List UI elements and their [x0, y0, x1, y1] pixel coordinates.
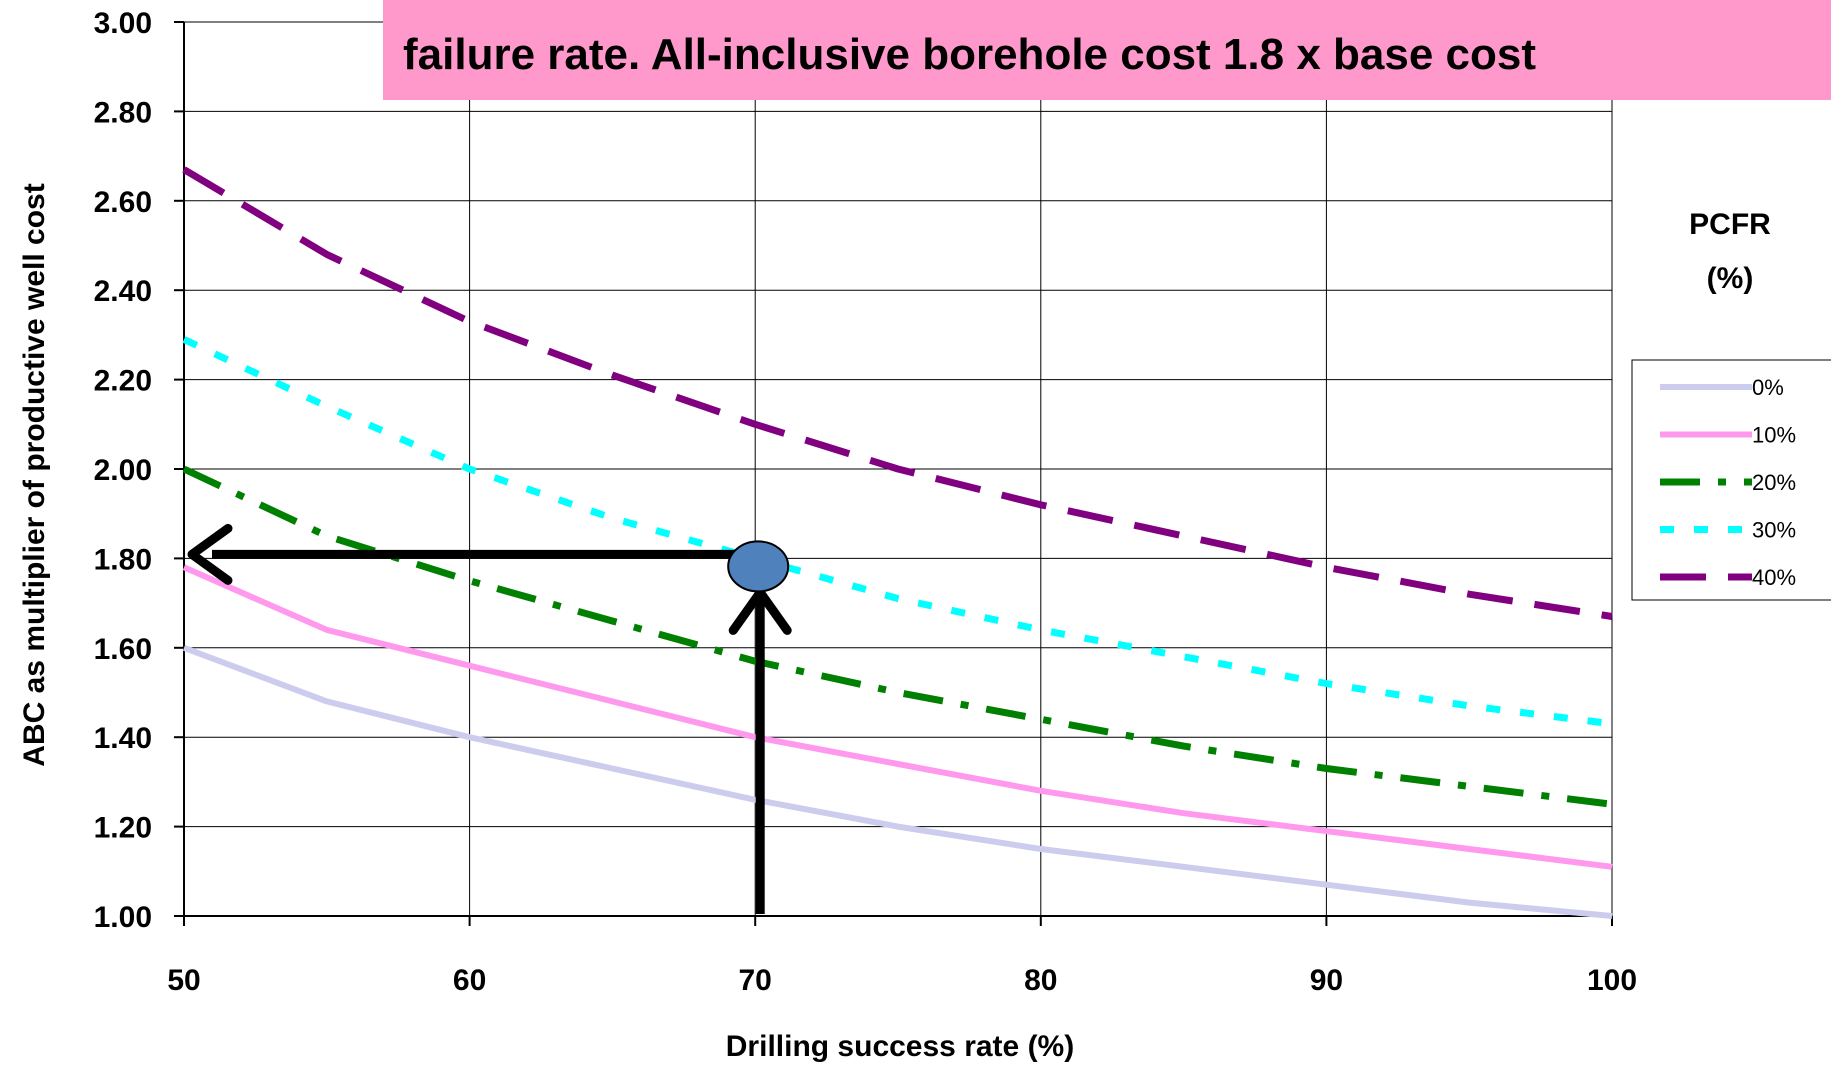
y-tick-label: 3.00 [94, 7, 152, 40]
y-tick-label: 1.80 [94, 543, 152, 576]
legend-entry-label: 30% [1752, 518, 1796, 543]
axes [174, 22, 1612, 926]
series-line-0pct [184, 648, 1612, 916]
y-tick-label: 2.60 [94, 186, 152, 219]
y-tick-label: 2.20 [94, 365, 152, 398]
legend-entry-label: 40% [1752, 565, 1796, 590]
y-tick-label: 2.80 [94, 96, 152, 129]
y-tick-label: 2.40 [94, 275, 152, 308]
title-banner: failure rate. All-inclusive borehole cos… [383, 0, 1831, 100]
legend-entry-label: 20% [1752, 470, 1796, 495]
tick-labels: 1.00 1.20 1.40 1.60 1.80 2.00 2.20 2.40 2.60 2.80… [94, 7, 1637, 997]
x-tick-label: 50 [167, 964, 200, 997]
legend-entry-label: 10% [1752, 423, 1796, 448]
legend: 0% 10% 20% 30% 40% [1632, 360, 1831, 600]
y-axis-title: ABC as multiplier of productive well cos… [18, 183, 51, 766]
x-tick-label: 80 [1024, 964, 1057, 997]
legend-title-line: (%) [1707, 262, 1754, 295]
legend-title: PCFR (%) [1689, 208, 1771, 295]
legend-entry-label: 0% [1752, 375, 1784, 400]
x-axis-title: Drilling success rate (%) [726, 1030, 1074, 1063]
series-line-40pct [184, 170, 1612, 617]
x-tick-label: 70 [739, 964, 772, 997]
series-lines [184, 170, 1612, 917]
series-line-20pct [184, 469, 1612, 804]
y-tick-label: 2.00 [94, 454, 152, 487]
y-tick-label: 1.40 [94, 722, 152, 755]
highlight-marker [728, 541, 788, 591]
x-tick-label: 90 [1310, 964, 1343, 997]
y-tick-label: 1.20 [94, 812, 152, 845]
x-tick-label: 100 [1587, 964, 1637, 997]
x-tick-label: 60 [453, 964, 486, 997]
banner-line-2: failure rate. All-inclusive borehole cos… [403, 30, 1536, 80]
legend-title-line: PCFR [1689, 208, 1771, 241]
y-tick-label: 1.00 [94, 901, 152, 934]
series-line-30pct [184, 339, 1612, 723]
y-tick-label: 1.60 [94, 633, 152, 666]
